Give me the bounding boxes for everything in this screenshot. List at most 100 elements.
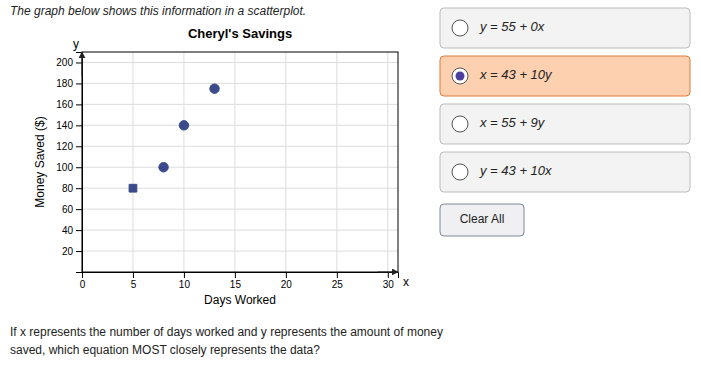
grid-line — [82, 125, 398, 126]
point — [179, 121, 188, 130]
y-axis: 20 40 60 80 100 120 140 160 180 200 — [56, 53, 82, 273]
y-tick: 100 — [56, 162, 82, 173]
radio-dot — [456, 72, 465, 81]
x-tick: 5 — [131, 272, 137, 290]
grid-line — [132, 52, 133, 272]
x-tick-mark — [337, 272, 338, 278]
x-tick-label: 10 — [179, 279, 191, 290]
grid-line — [82, 167, 398, 168]
option-text: x = 55 + 9y — [479, 115, 546, 130]
y-tick-mark — [76, 167, 82, 168]
y-tick-label: 200 — [56, 57, 73, 68]
y-arrow-label: y — [73, 37, 79, 51]
y-tick: 80 — [62, 183, 82, 194]
point — [159, 163, 168, 172]
grid-line — [285, 52, 286, 272]
x-tick-mark — [286, 272, 287, 278]
option-box[interactable] — [440, 56, 690, 96]
y-tick-mark — [76, 83, 82, 84]
grid-line — [183, 52, 184, 272]
grid-line — [82, 209, 398, 210]
option-text: x = 43 + 10y — [479, 67, 553, 82]
radio[interactable] — [452, 68, 468, 84]
plot-frame — [82, 52, 398, 272]
option-box[interactable] — [440, 8, 690, 48]
x-tick-mark — [184, 272, 185, 278]
page: The graph below shows this information i… — [0, 0, 701, 370]
y-tick: 40 — [62, 225, 82, 236]
option-box[interactable] — [440, 104, 690, 144]
y-tick-mark — [76, 230, 82, 231]
y-tick-mark — [76, 125, 82, 126]
y-tick-mark — [76, 209, 82, 210]
x-tick: 10 — [179, 272, 191, 290]
x-tick-mark — [388, 272, 389, 278]
x-tick: 20 — [281, 272, 293, 290]
radio[interactable] — [452, 20, 468, 36]
y-axis-title: Money Saved ($) — [33, 116, 47, 207]
grid-line — [82, 83, 398, 84]
y-tick: 60 — [62, 204, 82, 215]
grid-line — [82, 104, 398, 105]
grid-line — [387, 52, 388, 272]
x-tick-label: 30 — [383, 279, 395, 290]
option[interactable]: x = 43 + 10y — [440, 56, 690, 96]
y-tick: 180 — [56, 78, 82, 89]
radio[interactable] — [452, 164, 468, 180]
option[interactable]: y = 55 + 0x — [440, 8, 690, 48]
y-arrow — [82, 52, 83, 76]
y-tick-label: 40 — [62, 225, 74, 236]
grid-line — [82, 251, 398, 252]
x-axis-title: Days Worked — [204, 293, 276, 307]
y-tick-mark — [76, 62, 82, 63]
annotation: The graph below shows this information i… — [10, 4, 306, 18]
radio[interactable] — [452, 116, 468, 132]
y-tick-mark — [76, 188, 82, 189]
x-tick-mark — [133, 272, 134, 278]
y-tick: 140 — [56, 120, 82, 131]
x-tick: 25 — [332, 272, 344, 290]
annotation: saved, which equation MOST closely repre… — [10, 343, 320, 357]
x-tick-label: 5 — [131, 279, 137, 290]
grid-line — [82, 230, 398, 231]
grid-line — [336, 52, 337, 272]
y-tick: 200 — [56, 57, 82, 68]
option[interactable]: y = 43 + 10x — [440, 152, 690, 192]
button-box[interactable] — [440, 204, 524, 236]
x-arrow — [378, 272, 398, 273]
y-tick-mark — [76, 104, 82, 105]
option-box[interactable] — [440, 152, 690, 192]
x-tick: 30 — [383, 272, 395, 290]
y-tick-label: 100 — [56, 162, 73, 173]
annotation: If x represents the number of days worke… — [10, 325, 443, 339]
x-axis-line — [83, 273, 399, 279]
button-text: Clear All — [460, 212, 505, 226]
point — [210, 84, 219, 93]
x-arrow-label: x — [403, 275, 409, 289]
grid — [82, 52, 398, 272]
y-tick-mark — [76, 251, 82, 252]
y-tick-label: 20 — [62, 246, 74, 257]
y-tick-label: 140 — [56, 120, 73, 131]
x-tick: 0 — [80, 272, 86, 290]
x-axis: 051015202530 — [80, 272, 399, 290]
y-axis-line — [76, 53, 83, 273]
grid-line — [82, 62, 398, 63]
y-tick: 120 — [56, 141, 82, 152]
y-tick: 20 — [62, 246, 82, 257]
y-tick-label: 160 — [56, 99, 73, 110]
y-tick-label: 80 — [62, 183, 74, 194]
y-tick: 160 — [56, 99, 82, 110]
y-tick-mark — [76, 146, 82, 147]
point — [129, 184, 137, 192]
y-tick-label: 120 — [56, 141, 73, 152]
y-tick-label: 60 — [62, 204, 74, 215]
option-text: y = 55 + 0x — [479, 19, 545, 34]
option[interactable]: x = 55 + 9y — [440, 104, 690, 144]
x-tick-label: 25 — [332, 279, 344, 290]
chart-title: Cheryl's Savings — [188, 26, 292, 41]
clear-button[interactable]: Clear All — [440, 204, 524, 236]
option-text: y = 43 + 10x — [479, 163, 552, 178]
grid-line — [234, 52, 235, 272]
grid-line — [82, 146, 398, 147]
